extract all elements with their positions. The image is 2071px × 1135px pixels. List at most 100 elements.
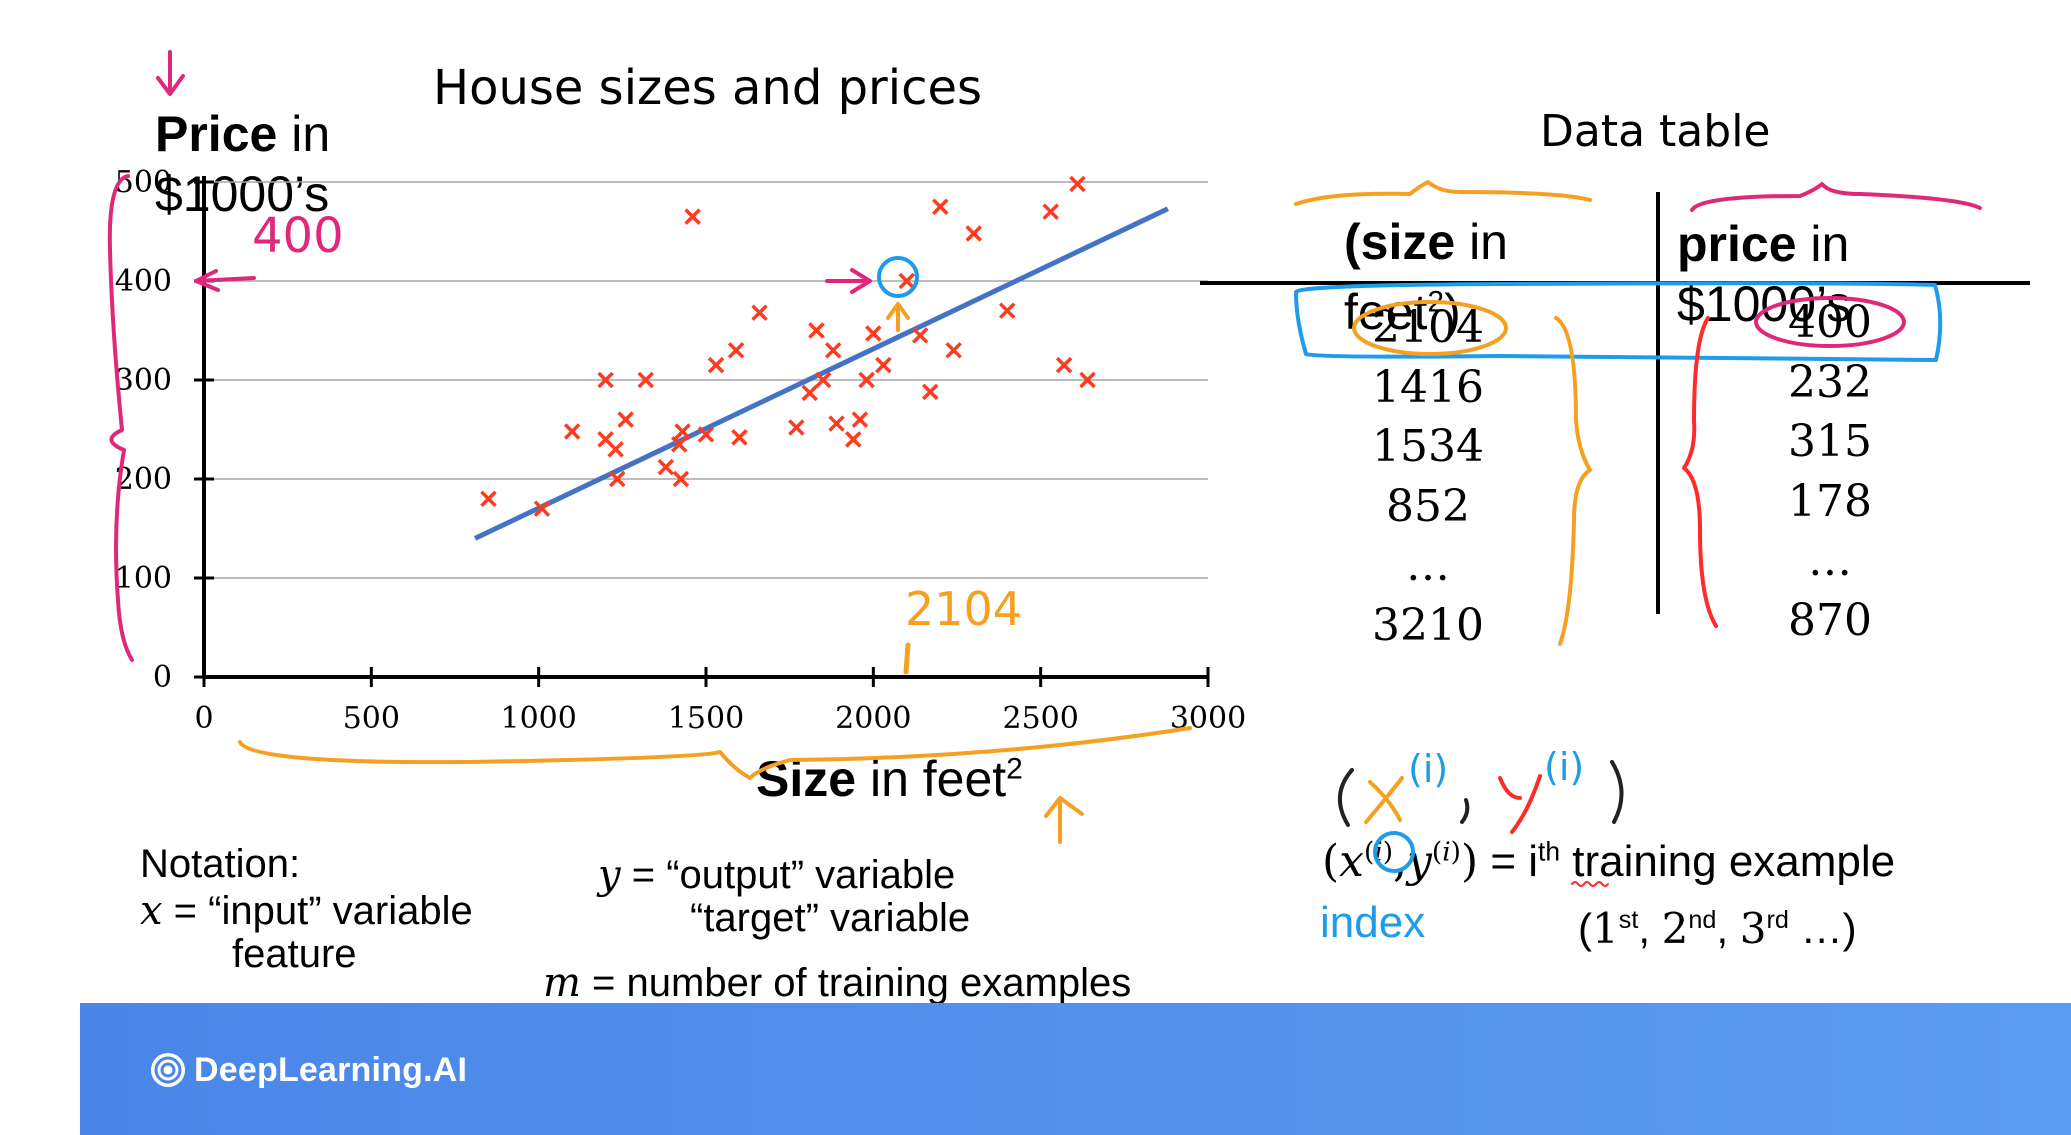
data-point-stroke-b (865, 325, 882, 342)
data-point (1055, 356, 1073, 374)
table-col1-cell: 3210 (1372, 599, 1484, 651)
pink-point-arrow (825, 268, 872, 294)
data-point (670, 436, 688, 453)
data-point (697, 426, 715, 443)
data-point-stroke-b (1042, 203, 1059, 220)
data-point-stroke-b (727, 342, 745, 359)
table-col1-cell: 2104 (1372, 302, 1484, 353)
ink-comma (1460, 798, 1470, 824)
formula-label: = i (1478, 837, 1539, 886)
data-point (597, 371, 614, 389)
col1-header-bold: (size (1344, 214, 1456, 270)
table-col1-cell: 1534 (1372, 421, 1484, 472)
col2-header-rest: in (1796, 216, 1850, 272)
footer-band (80, 1003, 2071, 1135)
ink-open-paren (1338, 768, 1354, 827)
orange-col1-brace (1294, 180, 1592, 206)
data-point-stroke-b (657, 458, 675, 476)
data-point-stroke-b (597, 371, 614, 389)
table-col1-cell: 852 (1386, 480, 1470, 532)
data-point (824, 342, 842, 359)
notation-y-var: y (598, 852, 621, 898)
data-point (858, 371, 875, 389)
red-wavy-underline (1571, 881, 1609, 887)
pink-y-brace (107, 174, 134, 662)
y-tick-label-200: 200 (115, 462, 172, 497)
ink-2104-text: 2104 (905, 582, 1022, 636)
table-col1-cell: … (1406, 540, 1450, 591)
pink-400-arrow (194, 269, 256, 292)
data-point (814, 371, 832, 389)
notation-m-desc: = number of training examples (580, 961, 1132, 1005)
table-col1-cell: 1416 (1372, 361, 1484, 413)
formula-label-rest: training example (1560, 837, 1896, 886)
data-point-stroke-b (731, 429, 748, 446)
orange-2104-tick (903, 642, 911, 675)
data-point (828, 415, 845, 432)
brand-name: DeepLearning.AI (194, 1050, 468, 1089)
blue-point-circle (877, 256, 919, 298)
notation-y-target: “target” variable (690, 896, 971, 940)
table-title: Data table (1540, 106, 1771, 157)
data-point-stroke-b (1055, 356, 1073, 374)
data-point (808, 322, 825, 339)
brand-logo: DeepLearning.AI (148, 1050, 467, 1090)
data-point-stroke-b (945, 342, 962, 359)
data-point-stroke-b (788, 419, 805, 436)
pink-400-circle (1754, 296, 1906, 348)
orange-col1-side-brace (1554, 316, 1592, 646)
orange-x-arrow (1044, 796, 1084, 844)
data-point-stroke-b (858, 371, 875, 389)
data-point (851, 411, 869, 428)
grid-lines (204, 181, 1208, 579)
data-point (657, 458, 675, 476)
data-point-stroke-b (911, 327, 929, 344)
ink-x-letter (1364, 776, 1404, 824)
axes (194, 176, 1210, 687)
orange-point-arrow (886, 302, 910, 332)
chart-title: House sizes and prices (433, 60, 983, 116)
data-point-stroke-b (563, 423, 581, 440)
data-point-stroke-b (824, 342, 842, 359)
y-tick-label-300: 300 (115, 363, 172, 398)
data-point (965, 225, 982, 242)
data-point-stroke-b (814, 371, 832, 389)
data-point (845, 431, 862, 448)
data-point (617, 411, 634, 428)
data-point-stroke-b (998, 302, 1016, 319)
data-point (1079, 371, 1096, 389)
table-col2-cell: 232 (1788, 356, 1872, 408)
notation-x-feature: feature (232, 932, 357, 976)
ink-400-text: 400 (252, 208, 344, 264)
ink-y-sup: (i) (1544, 745, 1584, 789)
ordinals: (1st, 2nd, 3rd …) (1578, 904, 1857, 953)
data-point (875, 356, 892, 374)
col1-header-rest: in (1455, 214, 1508, 270)
x-tick-label-1000: 1000 (500, 701, 576, 736)
data-point (674, 423, 691, 440)
formula-label-sup: th (1538, 836, 1561, 867)
table-col2-cell: 400 (1788, 297, 1872, 348)
data-point (563, 423, 581, 440)
x-tick-label-2000: 2000 (835, 701, 911, 736)
data-point-stroke-b (697, 426, 715, 443)
data-point (607, 441, 624, 458)
pink-down-arrow (156, 50, 185, 96)
fit-line (474, 206, 1169, 541)
orange-x-brace (238, 726, 1192, 780)
data-point-stroke-b (828, 415, 845, 432)
data-point-stroke-b (637, 371, 654, 389)
data-point (609, 470, 626, 488)
notation-m: m = number of training examples (543, 960, 1131, 1006)
y-axis-label-text: Price in $1000’s (155, 106, 331, 222)
data-point (932, 198, 949, 215)
notation-x: x = “input” variable (140, 888, 473, 934)
data-point-stroke-b (670, 436, 688, 453)
red-col2-side-brace (1682, 316, 1718, 628)
x-tick-label-0: 0 (194, 701, 213, 736)
data-point-stroke-b (707, 356, 725, 374)
data-point (865, 325, 882, 342)
data-point-stroke-b (607, 441, 624, 458)
ink-annotations: 400 2104 (i) (i) (107, 50, 1982, 887)
